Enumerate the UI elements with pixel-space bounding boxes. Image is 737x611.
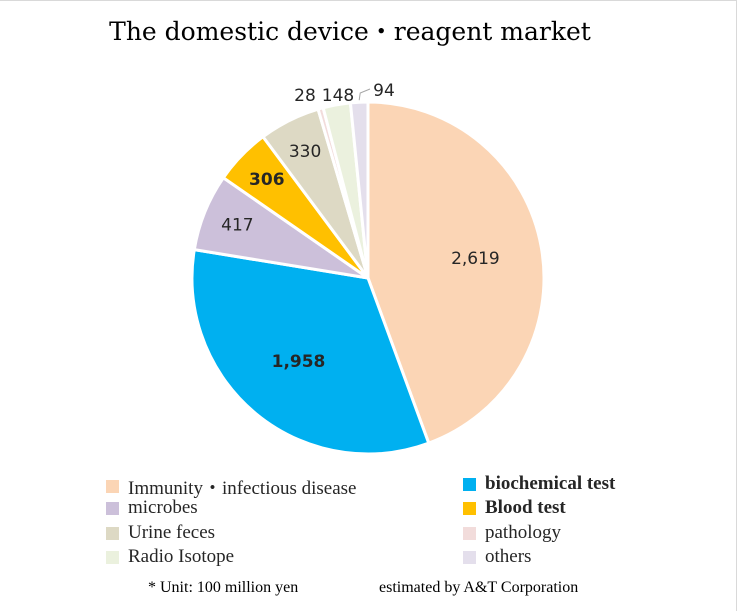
slice-value-label-biochemical-test: 1,958 <box>272 352 326 372</box>
slice-value-label-radio-isotope: 148 <box>322 86 354 106</box>
slice-value-label-urine-feces: 330 <box>289 142 321 162</box>
chart-title: The domestic device・reagent market <box>109 17 591 46</box>
source-note: estimated by A&T Corporation <box>379 579 579 596</box>
slice-value-label-blood-test: 306 <box>249 170 285 190</box>
pie-slice-biochemical-test <box>190 248 431 456</box>
pie-slice-others <box>348 100 370 280</box>
top-border <box>0 0 737 1</box>
slice-value-label-pathology: 28 <box>294 86 316 106</box>
slice-value-label-immunity-infectious-disease: 2,619 <box>451 249 500 269</box>
slice-value-label-microbes: 417 <box>221 215 253 235</box>
pie-slice-immunity-infectious-disease <box>366 100 546 445</box>
leader-line-others <box>358 88 371 101</box>
unit-note: * Unit: 100 million yen <box>148 579 299 596</box>
slice-value-label-others: 94 <box>373 81 395 101</box>
